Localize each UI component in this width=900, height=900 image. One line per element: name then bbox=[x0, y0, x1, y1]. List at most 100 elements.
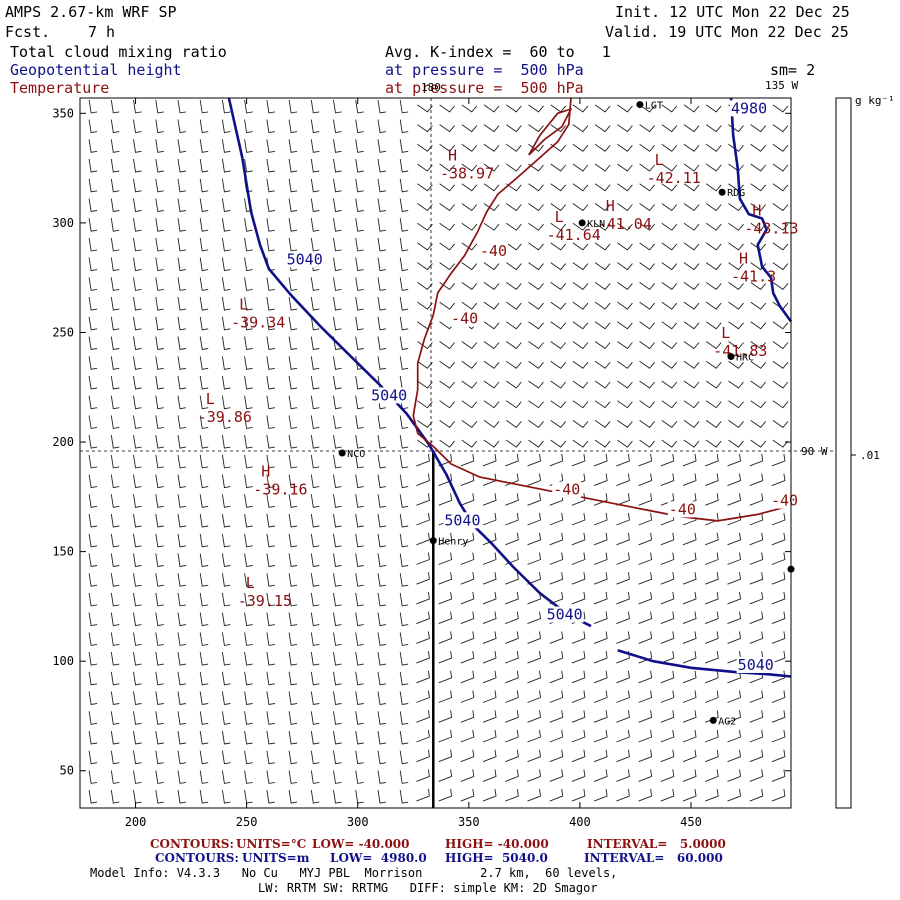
extremum-type-8: L bbox=[206, 390, 215, 408]
contour-label-bg-2 bbox=[443, 512, 482, 529]
extremum-value-7: -39.34 bbox=[231, 314, 285, 332]
field-cloud: Total cloud mixing ratio bbox=[10, 43, 227, 61]
field-temperature: Temperature bbox=[10, 79, 110, 97]
plot-frame bbox=[79, 97, 792, 809]
y-tick-label-2: 150 bbox=[52, 545, 74, 559]
extremum-value-3: -41.04 bbox=[598, 215, 652, 233]
forecast-label: Fcst. bbox=[5, 23, 51, 41]
avg-k-index: Avg. K-index = 60 to 1 bbox=[385, 43, 611, 61]
station-marker-3 bbox=[727, 353, 735, 361]
colorbar-label: .01 bbox=[860, 449, 880, 462]
station-label-2: KLN bbox=[587, 219, 605, 230]
pressure-height: at pressure = 500 hPa bbox=[385, 61, 584, 79]
extremum-type-6: L bbox=[721, 324, 730, 342]
station-label-7: AG2 bbox=[718, 716, 736, 727]
y-tick-label-3: 200 bbox=[52, 435, 74, 449]
temp-interval: INTERVAL= 5.0000 bbox=[587, 837, 726, 851]
extremum-type-9: H bbox=[261, 462, 270, 480]
contour-label-0: 5040 bbox=[287, 251, 323, 269]
init-time: Init. 12 UTC Mon 22 Dec 25 bbox=[615, 3, 850, 21]
station-marker-1 bbox=[718, 188, 726, 196]
contour-line-1 bbox=[617, 648, 792, 678]
extrema-labels: H-38.97L-42.11L-41.64H-41.04H-43.13H-41.… bbox=[198, 147, 799, 610]
forecast-value: 7 h bbox=[88, 23, 116, 41]
contour-label-5: 4980 bbox=[731, 99, 767, 117]
station-label-4: NCO bbox=[347, 449, 365, 460]
contour-label-8: -40 bbox=[553, 481, 580, 499]
model-physics: LW: RRTM SW: RRTMG DIFF: simple KM: 2D S… bbox=[258, 881, 598, 895]
contour-label-bg-7 bbox=[450, 310, 480, 327]
lon-180-label: 180 bbox=[421, 81, 441, 94]
station-label-0: LGT bbox=[645, 101, 663, 112]
extremum-value-2: -41.64 bbox=[547, 226, 601, 244]
extremum-type-1: L bbox=[655, 151, 664, 169]
x-tick-label-3: 350 bbox=[458, 815, 480, 829]
temp-low: LOW= -40.000 bbox=[312, 837, 410, 851]
extremum-value-5: -41.3 bbox=[731, 268, 776, 286]
extremum-value-9: -39.16 bbox=[253, 480, 307, 498]
contour-label-9: -40 bbox=[669, 500, 696, 518]
axes: 200 250 300 350 400 450 50 100 150 200 250 300 350 bbox=[52, 98, 791, 829]
contour-line-0 bbox=[227, 97, 592, 628]
contour-label-bg-10 bbox=[770, 492, 800, 509]
station-marker-4 bbox=[338, 449, 346, 457]
contour-label-bg-9 bbox=[667, 501, 697, 518]
stations: LGT RDG KLN HRC NCO Henry AG2 bbox=[338, 101, 795, 727]
x-tick-label-0: 200 bbox=[125, 815, 147, 829]
model-title: AMPS 2.67-km WRF SP bbox=[5, 3, 177, 21]
station-marker-0 bbox=[636, 101, 644, 109]
extremum-type-5: H bbox=[739, 250, 748, 268]
y-tick-label-1: 100 bbox=[52, 654, 74, 668]
station-marker-5 bbox=[429, 537, 437, 545]
height-low: LOW= 4980.0 bbox=[330, 851, 427, 865]
contour-label-bg-8 bbox=[552, 481, 582, 498]
colorbar bbox=[835, 97, 852, 809]
pressure-temperature: at pressure = 500 hPa bbox=[385, 79, 584, 97]
contour-label-2: 5040 bbox=[444, 511, 480, 529]
model-info: Model Info: V4.3.3 No Cu MYJ PBL Morriso… bbox=[90, 866, 618, 880]
extremum-type-10: L bbox=[246, 574, 255, 592]
contour-label-6: -40 bbox=[480, 242, 507, 260]
contour-line-4 bbox=[528, 108, 572, 156]
colorbar-units: g kg⁻¹ bbox=[855, 94, 895, 107]
contour-labels: 5040 5040 5040 5040 5040 4980 -40 -40 -40 -40 -40 bbox=[285, 99, 800, 674]
y-tick-label-4: 250 bbox=[52, 325, 74, 339]
extremum-type-4: H bbox=[752, 201, 761, 219]
contour-label-bg-3 bbox=[545, 606, 584, 623]
x-tick-label-2: 300 bbox=[347, 815, 369, 829]
smoothing: sm= 2 bbox=[770, 61, 816, 79]
contour-label-4: 5040 bbox=[738, 656, 774, 674]
contour-line-2 bbox=[729, 97, 793, 323]
contour-label-bg-0 bbox=[285, 251, 324, 268]
contour-label-7: -40 bbox=[451, 310, 478, 328]
station-label-5: Henry bbox=[438, 537, 468, 548]
temp-high: HIGH= -40.000 bbox=[445, 837, 549, 851]
extremum-value-0: -38.97 bbox=[440, 165, 494, 183]
reference-lines bbox=[80, 98, 836, 808]
contour-label-3: 5040 bbox=[547, 606, 583, 624]
contours bbox=[227, 97, 793, 678]
extremum-type-3: H bbox=[606, 197, 615, 215]
station-marker-7 bbox=[709, 716, 717, 724]
x-tick-label-1: 250 bbox=[236, 815, 258, 829]
extremum-value-1: -42.11 bbox=[647, 169, 701, 187]
extremum-value-6: -41.83 bbox=[713, 342, 767, 360]
contour-line-3 bbox=[412, 97, 792, 522]
station-marker-2 bbox=[578, 219, 586, 227]
height-high: HIGH= 5040.0 bbox=[445, 851, 548, 865]
extremum-value-10: -39.15 bbox=[238, 592, 292, 610]
contour-label-bg-1 bbox=[370, 387, 409, 404]
height-contours-label: CONTOURS: bbox=[155, 851, 239, 865]
contour-label-1: 5040 bbox=[371, 386, 407, 404]
extremum-type-0: H bbox=[448, 147, 457, 165]
contour-label-bg-6 bbox=[478, 242, 508, 259]
valid-time: Valid. 19 UTC Mon 22 Dec 25 bbox=[605, 23, 849, 41]
extremum-type-7: L bbox=[239, 296, 248, 314]
x-tick-label-4: 400 bbox=[569, 815, 591, 829]
station-label-3: HRC bbox=[736, 353, 754, 364]
extremum-value-8: -39.86 bbox=[198, 408, 252, 426]
lon-90w-label: 90 W bbox=[801, 445, 828, 458]
extremum-value-4: -43.13 bbox=[744, 219, 798, 237]
station-label-1: RDG bbox=[727, 188, 745, 199]
